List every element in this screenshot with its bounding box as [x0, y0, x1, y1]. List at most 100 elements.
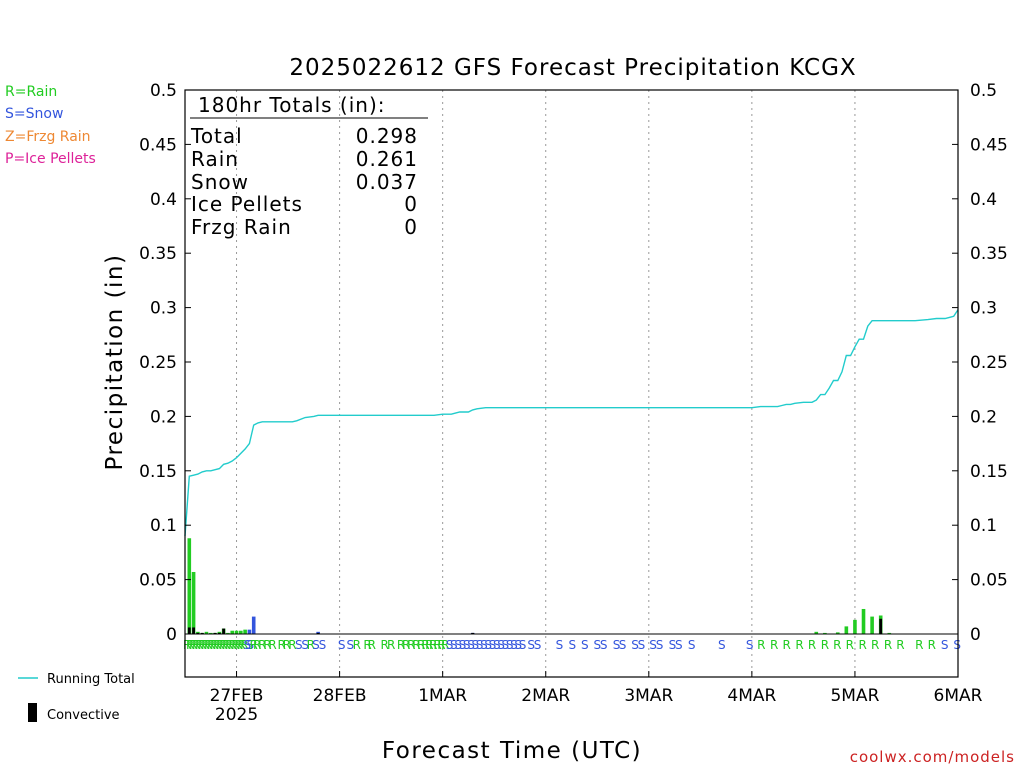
y-tick-label-right: 0: [970, 625, 981, 645]
ptype-marker: R: [858, 638, 866, 652]
convective-bar: [879, 618, 883, 634]
ptype-marker: R: [283, 638, 291, 652]
y-tick-label-right: 0.05: [970, 571, 1008, 591]
precip-bar: [208, 632, 213, 634]
ptype-marker: S: [649, 638, 657, 652]
precip-bar: [247, 629, 252, 634]
ptype-marker: R: [353, 638, 361, 652]
y-ticks-left: 0 0.05 0.1 0.15 0.2 0.25 0.3 0.35 0.4 0.45 0.5: [139, 81, 191, 645]
ptype-marker: R: [368, 638, 376, 652]
ptype-marker: R: [201, 638, 209, 652]
ptype-marker: R: [441, 638, 449, 652]
y-tick-label-left: 0.25: [139, 353, 177, 373]
ptype-marker: R: [222, 638, 230, 652]
ptype-marker: R: [833, 638, 841, 652]
ptype-marker: S: [569, 638, 577, 652]
y-tick-label-left: 0.45: [139, 135, 177, 155]
y-tick-label-right: 0.5: [970, 81, 997, 101]
chart-title: 2025022612 GFS Forecast Precipitation KC…: [289, 55, 856, 81]
ptype-marker: S: [450, 638, 458, 652]
ptype-marker: S: [638, 638, 646, 652]
precip-bar: [187, 538, 192, 634]
y-tick-label-right: 0.4: [970, 190, 997, 210]
legend-snow: S=Snow: [5, 106, 63, 122]
running-total-line: [184, 309, 959, 537]
y-tick-label-left: 0.15: [139, 462, 177, 482]
ptype-marker: S: [301, 638, 309, 652]
ptype-marker: S: [243, 638, 251, 652]
x-tick-sublabel: 2025: [215, 705, 258, 725]
ptype-marker: S: [510, 638, 518, 652]
ptype-marker: R: [928, 638, 936, 652]
ptype-marker: R: [896, 638, 904, 652]
x-tick-label: 6MAR: [934, 686, 983, 706]
convective-bar: [217, 632, 221, 634]
y-tick-label-right: 0.45: [970, 135, 1008, 155]
y-tick-label-right: 0.1: [970, 516, 997, 536]
ptype-marker: R: [207, 638, 215, 652]
ptype-marker: S: [463, 638, 471, 652]
ptype-marker: S: [941, 638, 949, 652]
y-tick-label-right: 0.35: [970, 244, 1008, 264]
totals-row-label: Total: [190, 124, 243, 148]
ptype-marker: R: [871, 638, 879, 652]
ptype-marker: S: [506, 638, 514, 652]
totals-header: 180hr Totals (in):: [198, 93, 386, 117]
convective-legend-swatch: [28, 703, 37, 722]
ptype-marker: S: [502, 638, 510, 652]
ptype-marker: S: [519, 638, 527, 652]
x-tick-label: 27FEB: [210, 686, 264, 706]
precip-bar: [191, 571, 196, 634]
convective-bar: [316, 632, 320, 634]
precip-bar: [853, 619, 857, 634]
ptype-marker: R: [213, 638, 221, 652]
ptype-marker: R: [228, 638, 236, 652]
y-tick-label-right: 0.15: [970, 462, 1008, 482]
precipitation-bars: [187, 538, 892, 634]
ptype-marker: R: [402, 638, 410, 652]
y-tick-label-left: 0.4: [150, 190, 177, 210]
totals-row-label: Frzg Rain: [191, 215, 292, 239]
ptype-marker: S: [953, 638, 961, 652]
ptype-marker: R: [210, 638, 218, 652]
ptype-marker: S: [593, 638, 601, 652]
y-tick-label-left: 0.35: [139, 244, 177, 264]
ptype-marker: R: [189, 638, 197, 652]
ptype-marker: S: [613, 638, 621, 652]
ptype-marker: R: [429, 638, 437, 652]
y-tick-label-left: 0.5: [150, 81, 177, 101]
precip-bar: [239, 630, 243, 634]
convective-bar: [192, 627, 195, 634]
convective-legend-label: Convective: [47, 708, 120, 723]
y-tick-label-left: 0: [166, 625, 177, 645]
x-axis-label: Forecast Time (UTC): [382, 738, 642, 764]
convective-bar: [196, 632, 200, 634]
totals-row-value: 0: [404, 192, 418, 216]
ptype-marker: S: [581, 638, 589, 652]
x-tick-label: 5MAR: [830, 686, 879, 706]
ptype-marker: R: [253, 638, 261, 652]
ptype-marker: R: [240, 638, 248, 652]
convective-bar: [200, 632, 204, 634]
ptype-marker: R: [421, 638, 429, 652]
ptype-marker: S: [319, 638, 327, 652]
precip-bar: [204, 631, 209, 634]
ptype-marker: R: [846, 638, 854, 652]
ptype-marker: R: [884, 638, 892, 652]
running-total-legend-label: Running Total: [47, 672, 135, 687]
precip-bar: [234, 630, 239, 634]
ptype-marker: R: [234, 638, 242, 652]
totals-row-label: Ice Pellets: [191, 192, 303, 216]
ptype-marker: R: [387, 638, 395, 652]
ptype-marker: S: [527, 638, 535, 652]
convective-bar: [213, 632, 217, 634]
ptype-marker: R: [277, 638, 285, 652]
ptype-marker: R: [288, 638, 296, 652]
ptype-marker: R: [782, 638, 790, 652]
ptype-marker: S: [454, 638, 462, 652]
footer-credit: coolwx.com/models: [850, 748, 1015, 766]
y-tick-label-left: 0.3: [150, 299, 177, 319]
y-tick-label-left: 0.2: [150, 407, 177, 427]
